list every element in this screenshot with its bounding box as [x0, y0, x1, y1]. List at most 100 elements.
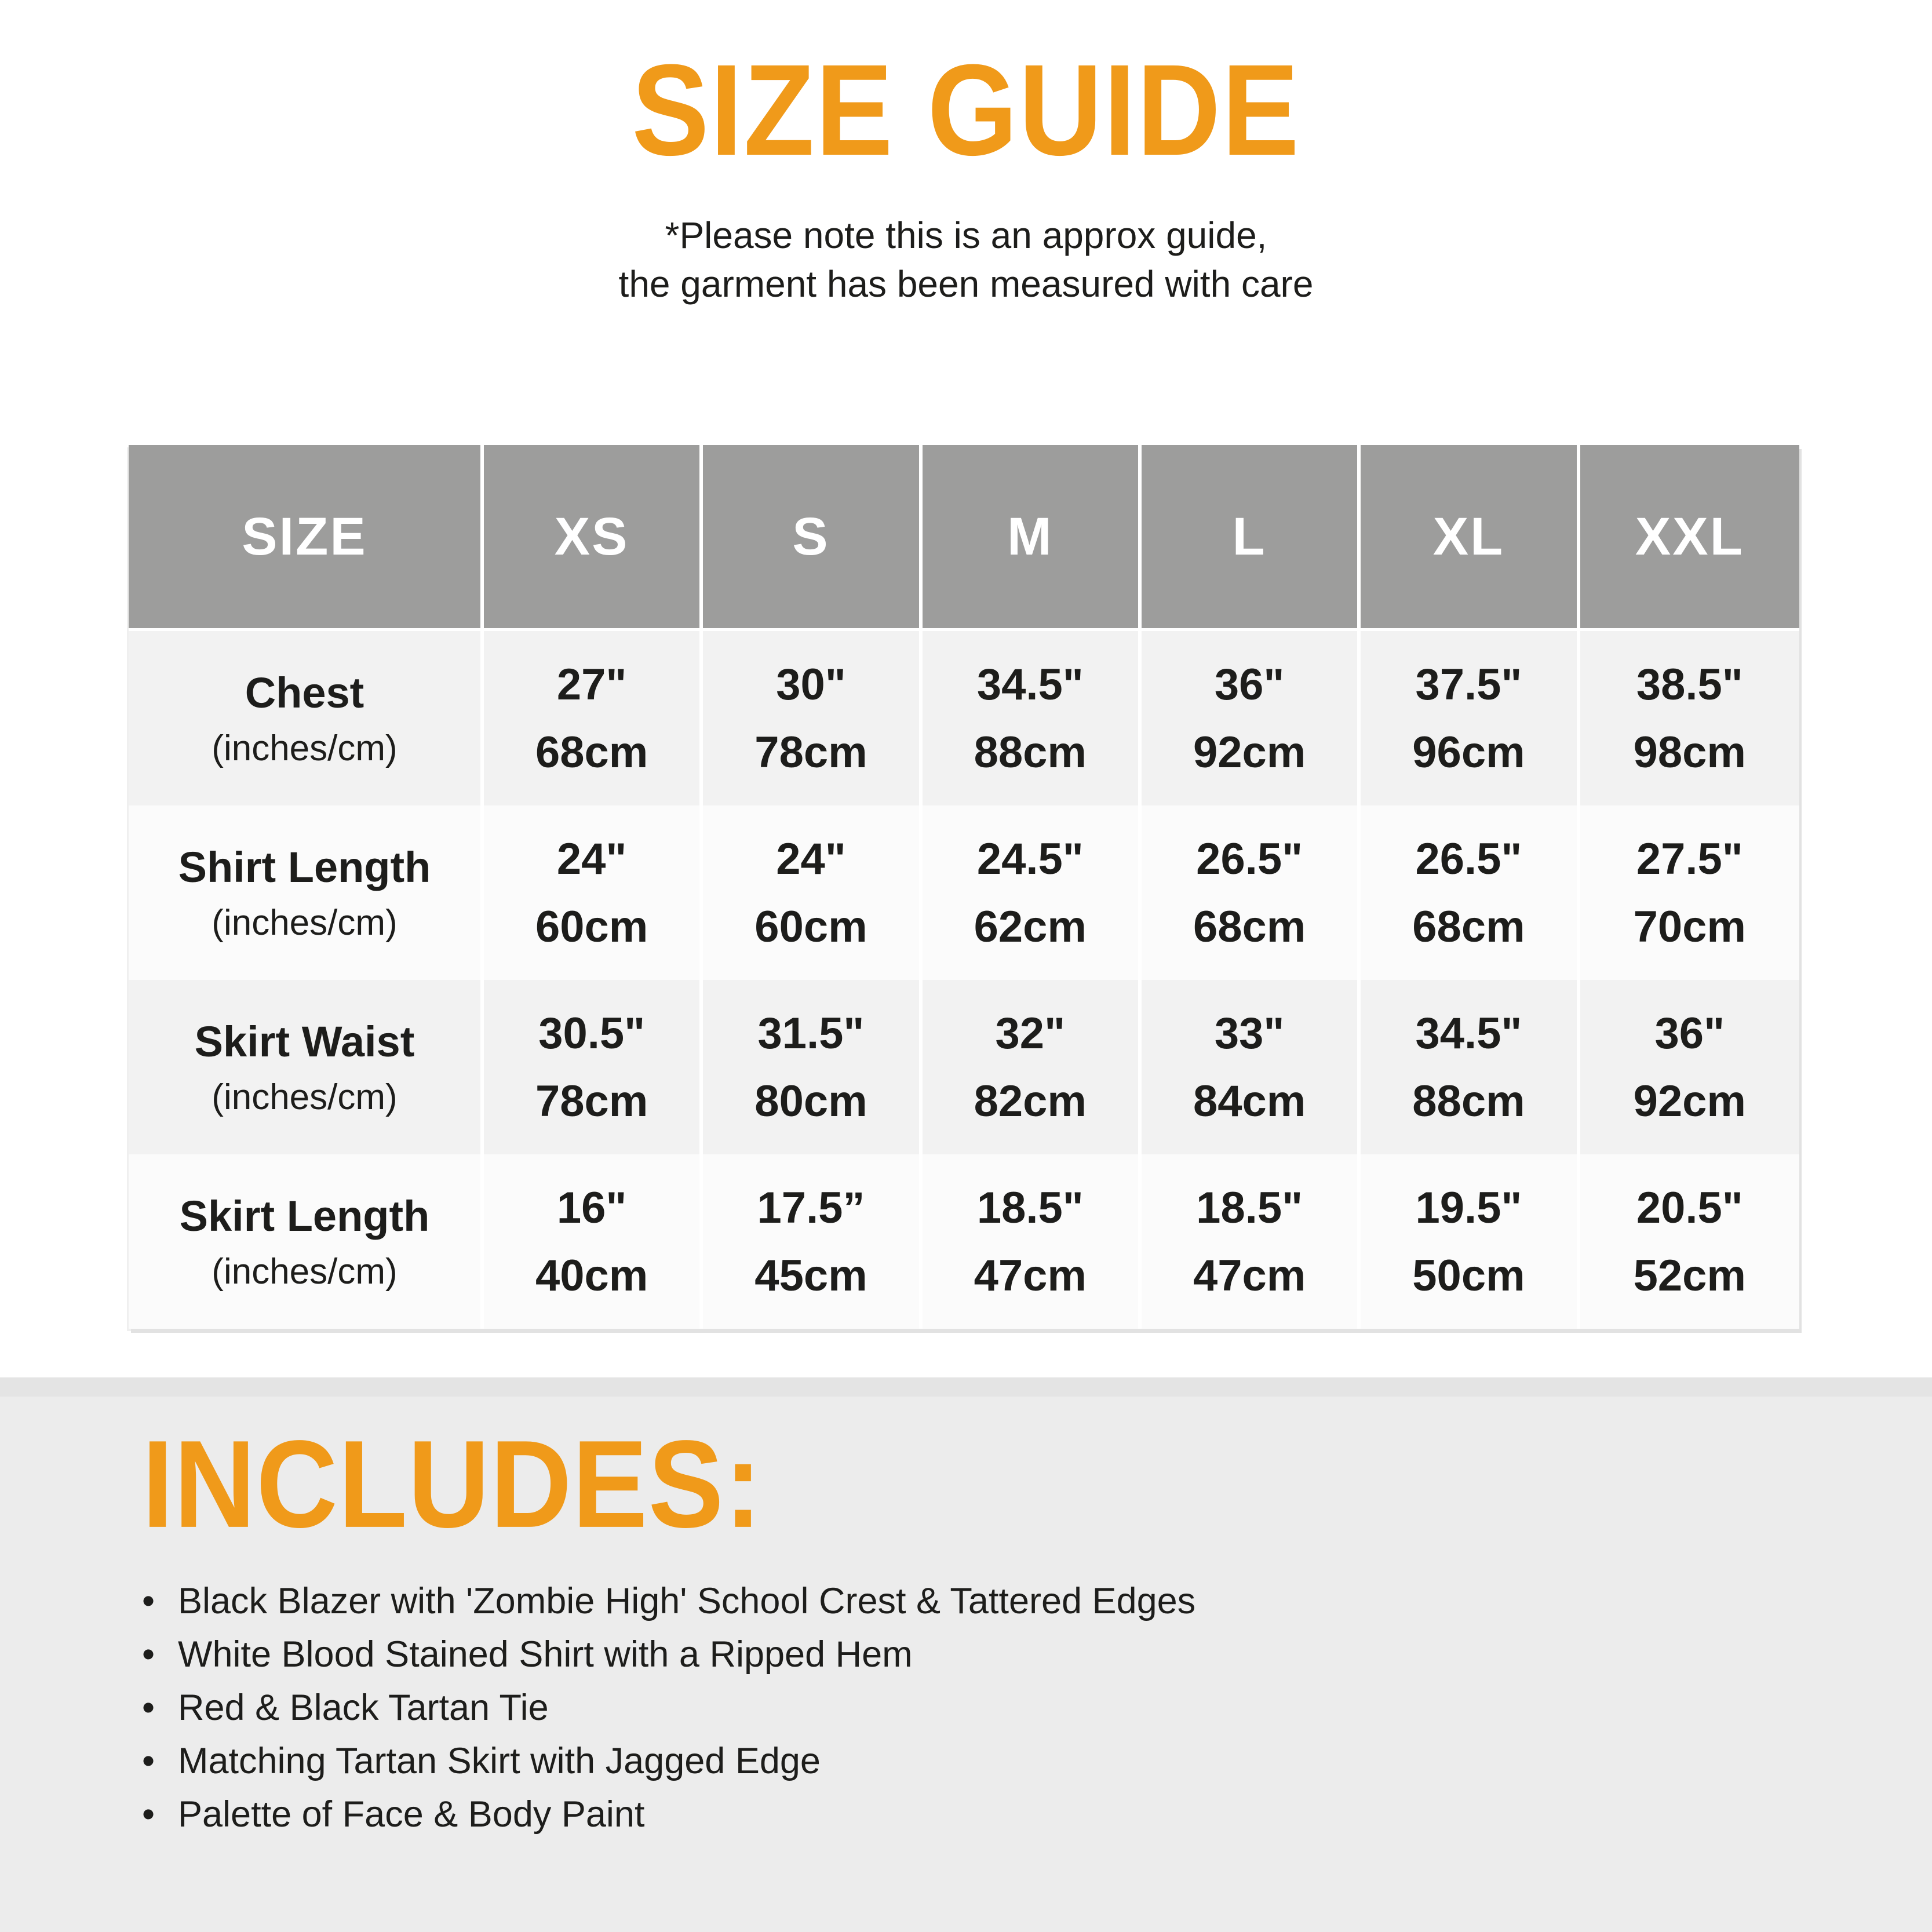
value-inches: 38.5" — [1636, 659, 1743, 709]
list-item-text: Red & Black Tartan Tie — [178, 1687, 549, 1728]
list-item: • Palette of Face & Body Paint — [142, 1796, 1932, 1833]
value-cm: 84cm — [1193, 1076, 1306, 1126]
bullet-icon: • — [142, 1634, 155, 1675]
col-header-s: S — [703, 445, 923, 631]
value-inches: 26.5" — [1415, 834, 1522, 884]
value-inches: 24" — [776, 834, 846, 884]
value-cm: 96cm — [1412, 727, 1525, 777]
size-table-container: SIZE XS S M L XL XXL Chest (inches/cm) 2… — [129, 445, 1799, 1329]
value-inches: 34.5" — [976, 659, 1084, 709]
row-label-text: Chest — [245, 668, 364, 717]
list-item: • Black Blazer with 'Zombie High' School … — [142, 1583, 1932, 1620]
col-header-xs: XS — [484, 445, 703, 631]
value-inches: 36" — [1654, 1008, 1725, 1058]
cell-chest-m: 34.5" 88cm — [923, 631, 1142, 805]
cell-chest-s: 30" 78cm — [703, 631, 923, 805]
cell-skirt-waist-xl: 34.5" 88cm — [1361, 980, 1580, 1154]
value-cm: 50cm — [1412, 1251, 1525, 1300]
row-label-chest: Chest (inches/cm) — [129, 631, 484, 805]
approx-note-line-1: *Please note this is an approx guide, — [665, 214, 1267, 256]
value-cm: 47cm — [974, 1251, 1087, 1300]
list-item: • Red & Black Tartan Tie — [142, 1690, 1932, 1726]
cell-skirt-waist-xs: 30.5" 78cm — [484, 980, 703, 1154]
value-inches: 20.5" — [1636, 1183, 1743, 1233]
cell-skirt-waist-m: 32" 82cm — [923, 980, 1142, 1154]
value-inches: 32" — [995, 1008, 1066, 1058]
col-header-m: M — [922, 445, 1142, 631]
value-cm: 78cm — [535, 1076, 648, 1126]
value-inches: 30.5" — [538, 1008, 646, 1058]
row-label-text: Skirt Length — [179, 1191, 430, 1240]
list-item: • Matching Tartan Skirt with Jagged Edge — [142, 1743, 1932, 1780]
cell-shirt-length-xl: 26.5" 68cm — [1361, 805, 1580, 980]
includes-section: INCLUDES: • Black Blazer with 'Zombie Hig… — [0, 1377, 1932, 1932]
cell-shirt-length-l: 26.5" 68cm — [1142, 805, 1361, 980]
list-item-text: Black Blazer with 'Zombie High' School C… — [178, 1581, 1196, 1621]
value-inches: 33" — [1214, 1008, 1285, 1058]
bullet-icon: • — [142, 1794, 155, 1835]
value-cm: 98cm — [1633, 727, 1747, 777]
value-cm: 80cm — [754, 1076, 867, 1126]
cell-chest-xxl: 38.5" 98cm — [1580, 631, 1799, 805]
bullet-icon: • — [142, 1741, 155, 1781]
includes-list: • Black Blazer with 'Zombie High' School … — [142, 1583, 1932, 1833]
bullet-icon: • — [142, 1687, 155, 1728]
row-shirt-length: Shirt Length (inches/cm) 24" 60cm 24" 60cm… — [129, 805, 1799, 980]
cell-skirt-length-s: 17.5” 45cm — [703, 1154, 923, 1329]
value-cm: 92cm — [1193, 727, 1306, 777]
col-header-l: L — [1141, 445, 1361, 631]
list-item-text: White Blood Stained Shirt with a Ripped … — [178, 1634, 913, 1675]
col-header-xl: XL — [1361, 445, 1580, 631]
col-header-size: SIZE — [129, 445, 484, 631]
row-label-skirt-length: Skirt Length (inches/cm) — [129, 1154, 484, 1329]
row-skirt-waist: Skirt Waist (inches/cm) 30.5" 78cm 31.5" 8… — [129, 980, 1799, 1154]
row-label-units: (inches/cm) — [212, 728, 398, 768]
value-cm: 70cm — [1633, 902, 1747, 952]
value-inches: 18.5" — [1196, 1183, 1303, 1233]
value-inches: 27.5" — [1636, 834, 1743, 884]
row-label-text: Skirt Waist — [194, 1017, 415, 1066]
row-label-units: (inches/cm) — [212, 1077, 398, 1117]
value-inches: 26.5" — [1196, 834, 1303, 884]
list-item-text: Matching Tartan Skirt with Jagged Edge — [178, 1741, 821, 1781]
value-cm: 92cm — [1633, 1076, 1747, 1126]
value-cm: 60cm — [754, 902, 867, 952]
value-inches: 27" — [556, 659, 627, 709]
value-inches: 19.5" — [1415, 1183, 1522, 1233]
value-cm: 45cm — [754, 1251, 867, 1300]
row-label-units: (inches/cm) — [212, 1251, 398, 1292]
value-inches: 24.5" — [976, 834, 1084, 884]
value-inches: 34.5" — [1415, 1008, 1522, 1058]
bullet-icon: • — [142, 1581, 155, 1621]
row-label-skirt-waist: Skirt Waist (inches/cm) — [129, 980, 484, 1154]
cell-shirt-length-s: 24" 60cm — [703, 805, 923, 980]
value-inches: 18.5" — [976, 1183, 1084, 1233]
cell-skirt-length-l: 18.5" 47cm — [1142, 1154, 1361, 1329]
page-title: SIZE GUIDE — [632, 38, 1300, 183]
value-cm: 82cm — [974, 1076, 1087, 1126]
cell-chest-xs: 27" 68cm — [484, 631, 703, 805]
value-inches: 24" — [556, 834, 627, 884]
value-cm: 88cm — [1412, 1076, 1525, 1126]
cell-shirt-length-m: 24.5" 62cm — [923, 805, 1142, 980]
includes-heading: INCLUDES: — [142, 1415, 763, 1554]
value-cm: 62cm — [974, 902, 1087, 952]
value-cm: 52cm — [1633, 1251, 1747, 1300]
value-cm: 40cm — [535, 1251, 648, 1300]
cell-skirt-length-xxl: 20.5" 52cm — [1580, 1154, 1799, 1329]
cell-shirt-length-xxl: 27.5" 70cm — [1580, 805, 1799, 980]
value-cm: 78cm — [754, 727, 867, 777]
row-chest: Chest (inches/cm) 27" 68cm 30" 78cm 34.5" 8… — [129, 631, 1799, 805]
value-cm: 68cm — [1193, 902, 1306, 952]
list-item: • White Blood Stained Shirt with a Ripped… — [142, 1636, 1932, 1673]
cell-chest-xl: 37.5" 96cm — [1361, 631, 1580, 805]
approx-note: *Please note this is an approx guide, th… — [0, 211, 1932, 309]
cell-shirt-length-xs: 24" 60cm — [484, 805, 703, 980]
cell-chest-l: 36" 92cm — [1142, 631, 1361, 805]
row-label-text: Shirt Length — [178, 843, 431, 891]
value-cm: 68cm — [535, 727, 648, 777]
cell-skirt-length-xs: 16" 40cm — [484, 1154, 703, 1329]
value-cm: 60cm — [535, 902, 648, 952]
value-inches: 30" — [776, 659, 846, 709]
